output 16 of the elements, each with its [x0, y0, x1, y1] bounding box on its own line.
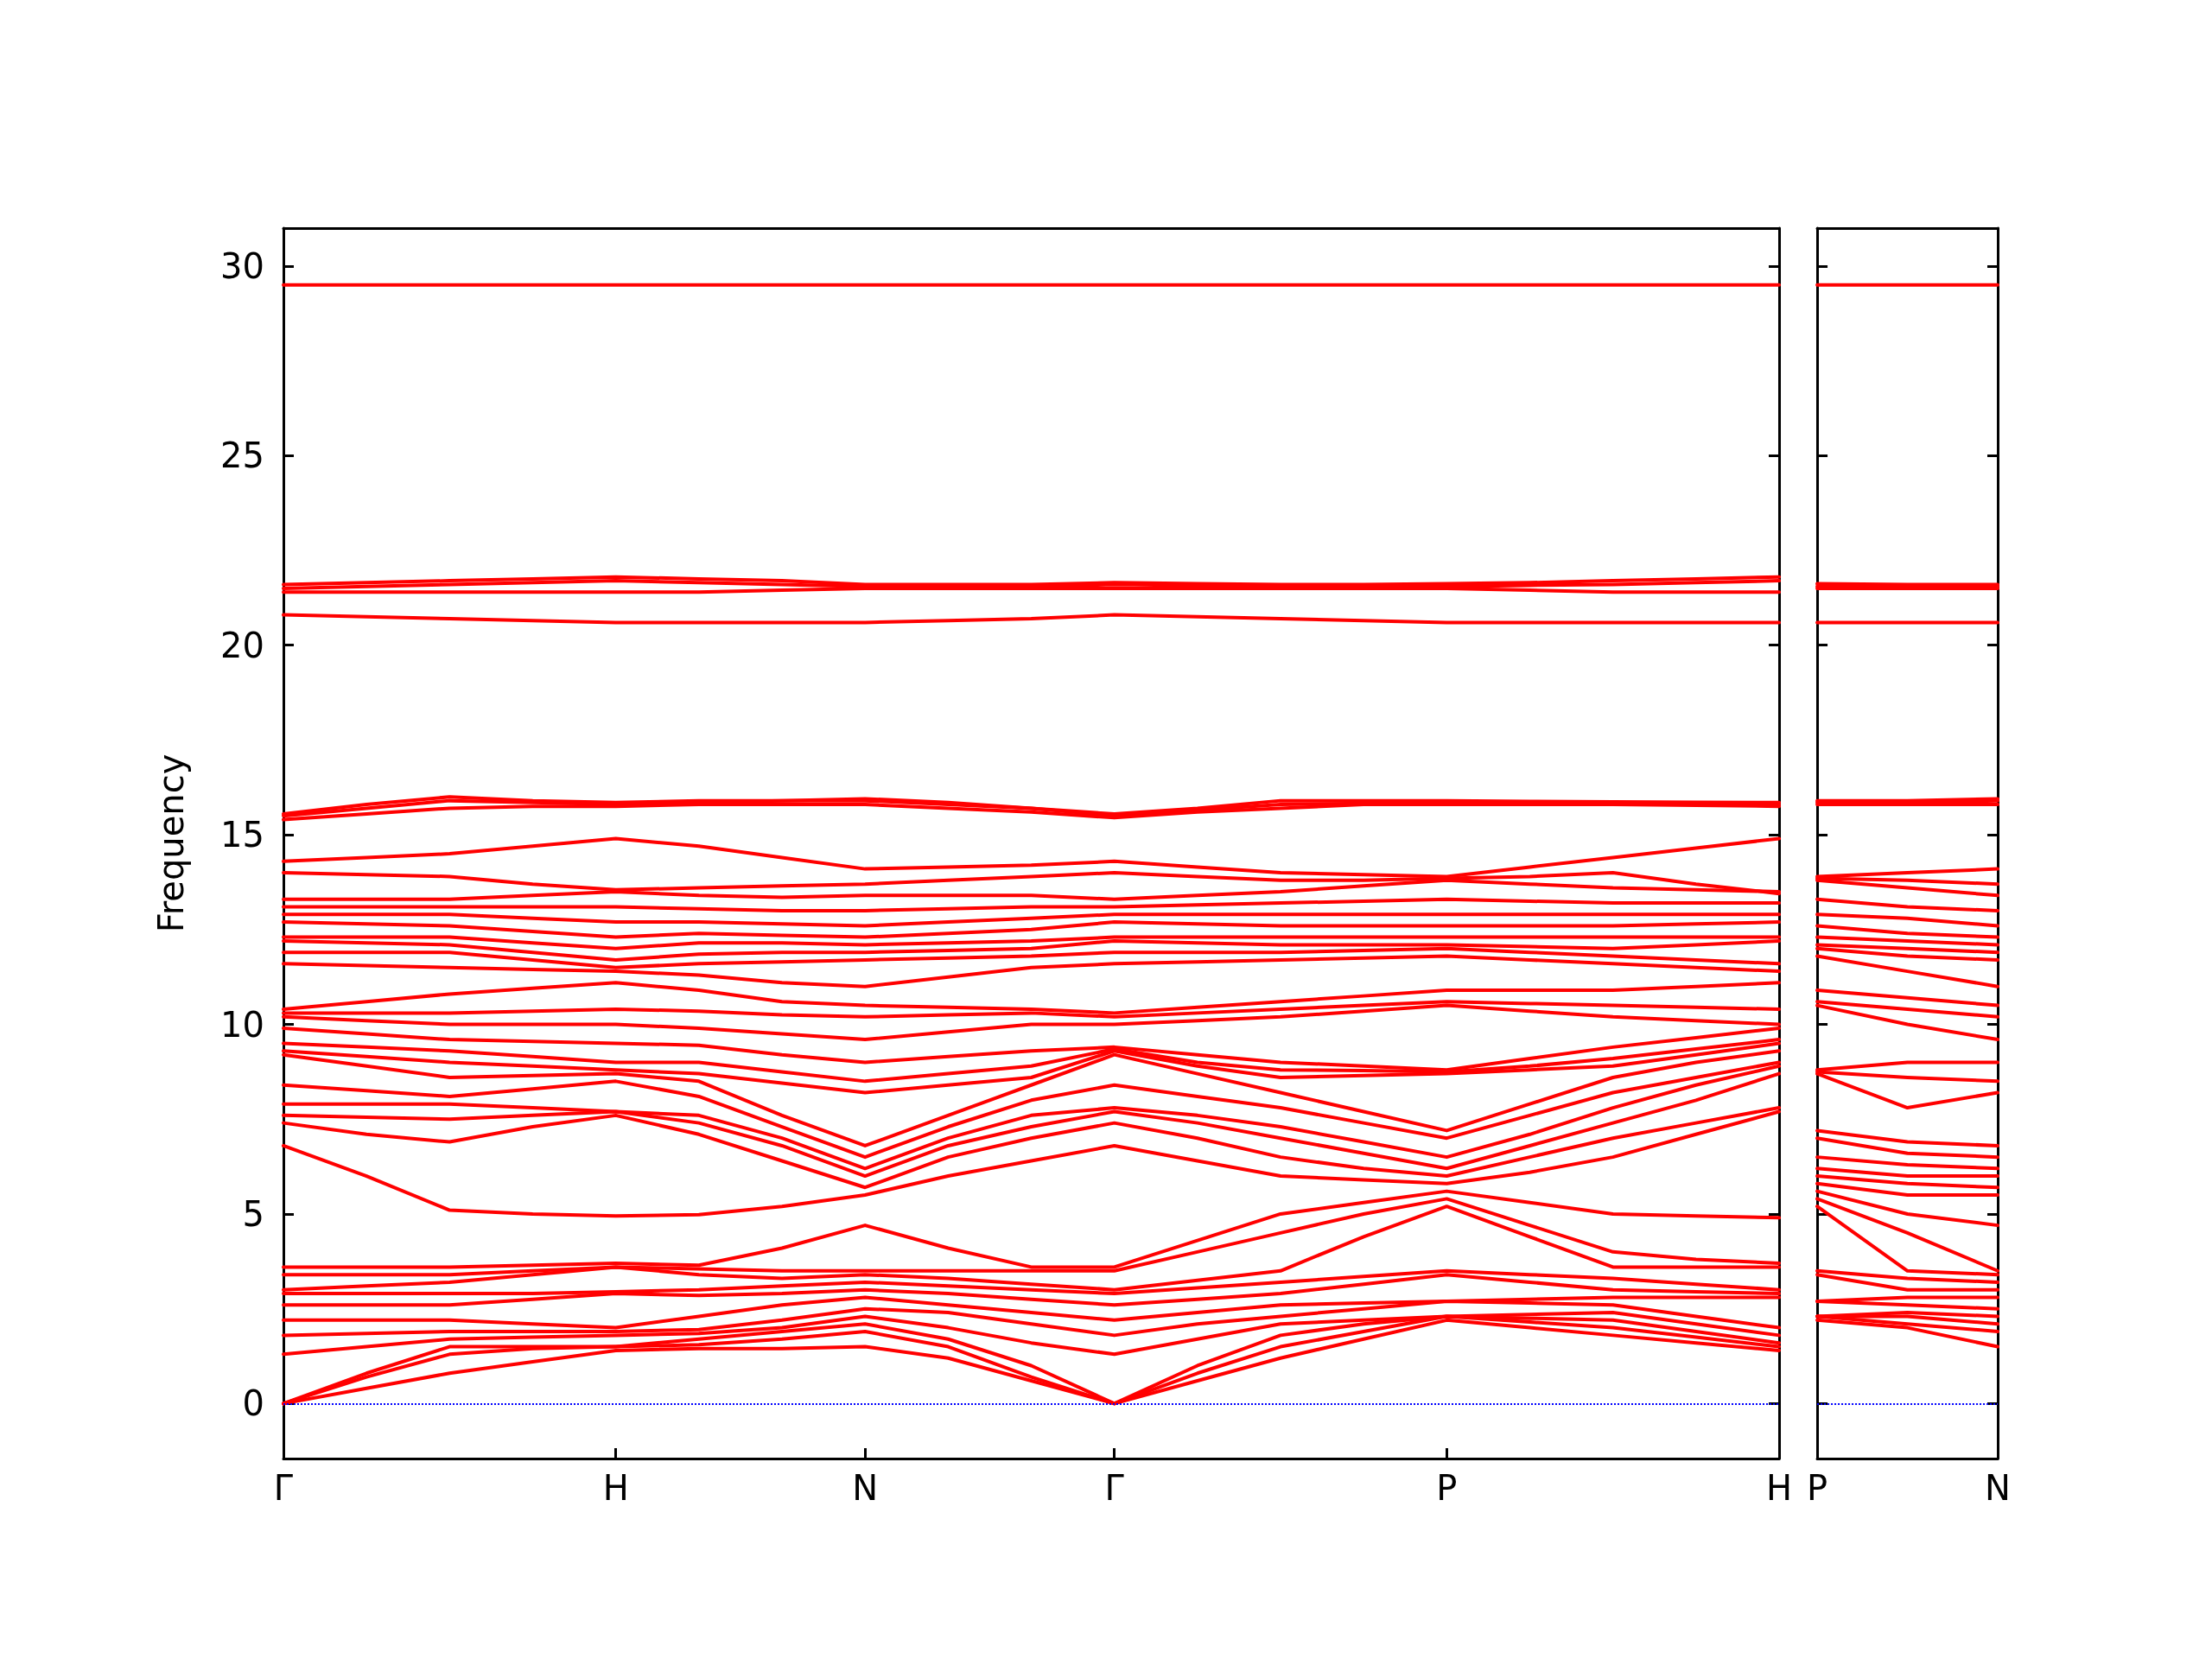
x-tick-label: Γ — [1104, 1468, 1125, 1508]
y-tick-label: 0 — [242, 1383, 264, 1424]
x-tick-label: H — [602, 1468, 629, 1508]
x-tick-label: P — [1807, 1468, 1828, 1508]
y-tick-label: 20 — [220, 625, 264, 665]
x-tick-label: P — [1436, 1468, 1458, 1508]
y-tick-label: 10 — [220, 1004, 264, 1045]
x-tick-label: N — [852, 1468, 879, 1508]
y-tick-label: 15 — [220, 815, 264, 855]
x-tick-label: N — [1985, 1468, 2011, 1508]
x-tick-label: Γ — [273, 1468, 294, 1508]
y-axis-title: Frequency — [151, 753, 191, 933]
y-tick-label: 5 — [242, 1193, 264, 1234]
y-tick-label: 25 — [220, 435, 264, 476]
x-tick-label: H — [1765, 1468, 1793, 1508]
y-tick-label: 30 — [220, 245, 264, 286]
